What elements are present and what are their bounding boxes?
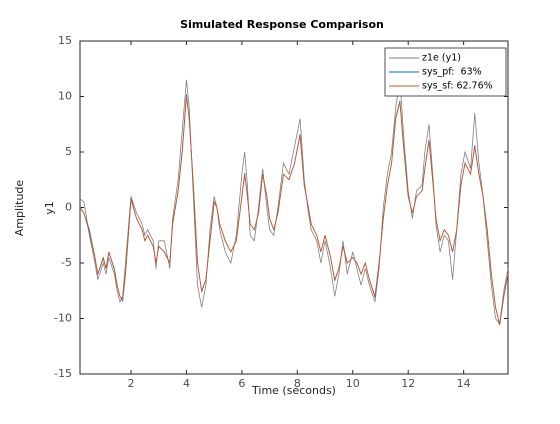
y-tick-label: 15 <box>58 34 72 47</box>
x-tick-label: 10 <box>346 377 360 390</box>
x-tick-label: 4 <box>183 377 190 390</box>
x-tick-label: 2 <box>128 377 135 390</box>
x-axis-label: Time (seconds) <box>251 384 336 397</box>
legend-label: sys_sf: 62.76% <box>422 81 493 92</box>
y-axis-label: Amplitude <box>13 180 26 237</box>
channel-label: y1 <box>43 201 56 215</box>
y-tick-label: -15 <box>54 367 72 380</box>
y-tick-label: -5 <box>61 256 72 269</box>
x-tick-label: 8 <box>294 377 301 390</box>
plot-area <box>79 40 509 375</box>
y-tick-label: -10 <box>54 312 72 325</box>
x-tick-label: 12 <box>401 377 415 390</box>
legend-label: sys_pf: 63% <box>422 67 482 78</box>
series-line <box>79 96 509 325</box>
y-tick-label: 10 <box>58 90 72 103</box>
x-tick-label: 6 <box>238 377 245 390</box>
series-line <box>79 79 509 326</box>
chart-title: Simulated Response Comparison <box>180 18 384 31</box>
legend-label: z1e (y1) <box>422 53 461 64</box>
y-tick-label: 0 <box>65 201 72 214</box>
x-tick-label: 14 <box>457 377 471 390</box>
y-tick-label: 5 <box>65 145 72 158</box>
